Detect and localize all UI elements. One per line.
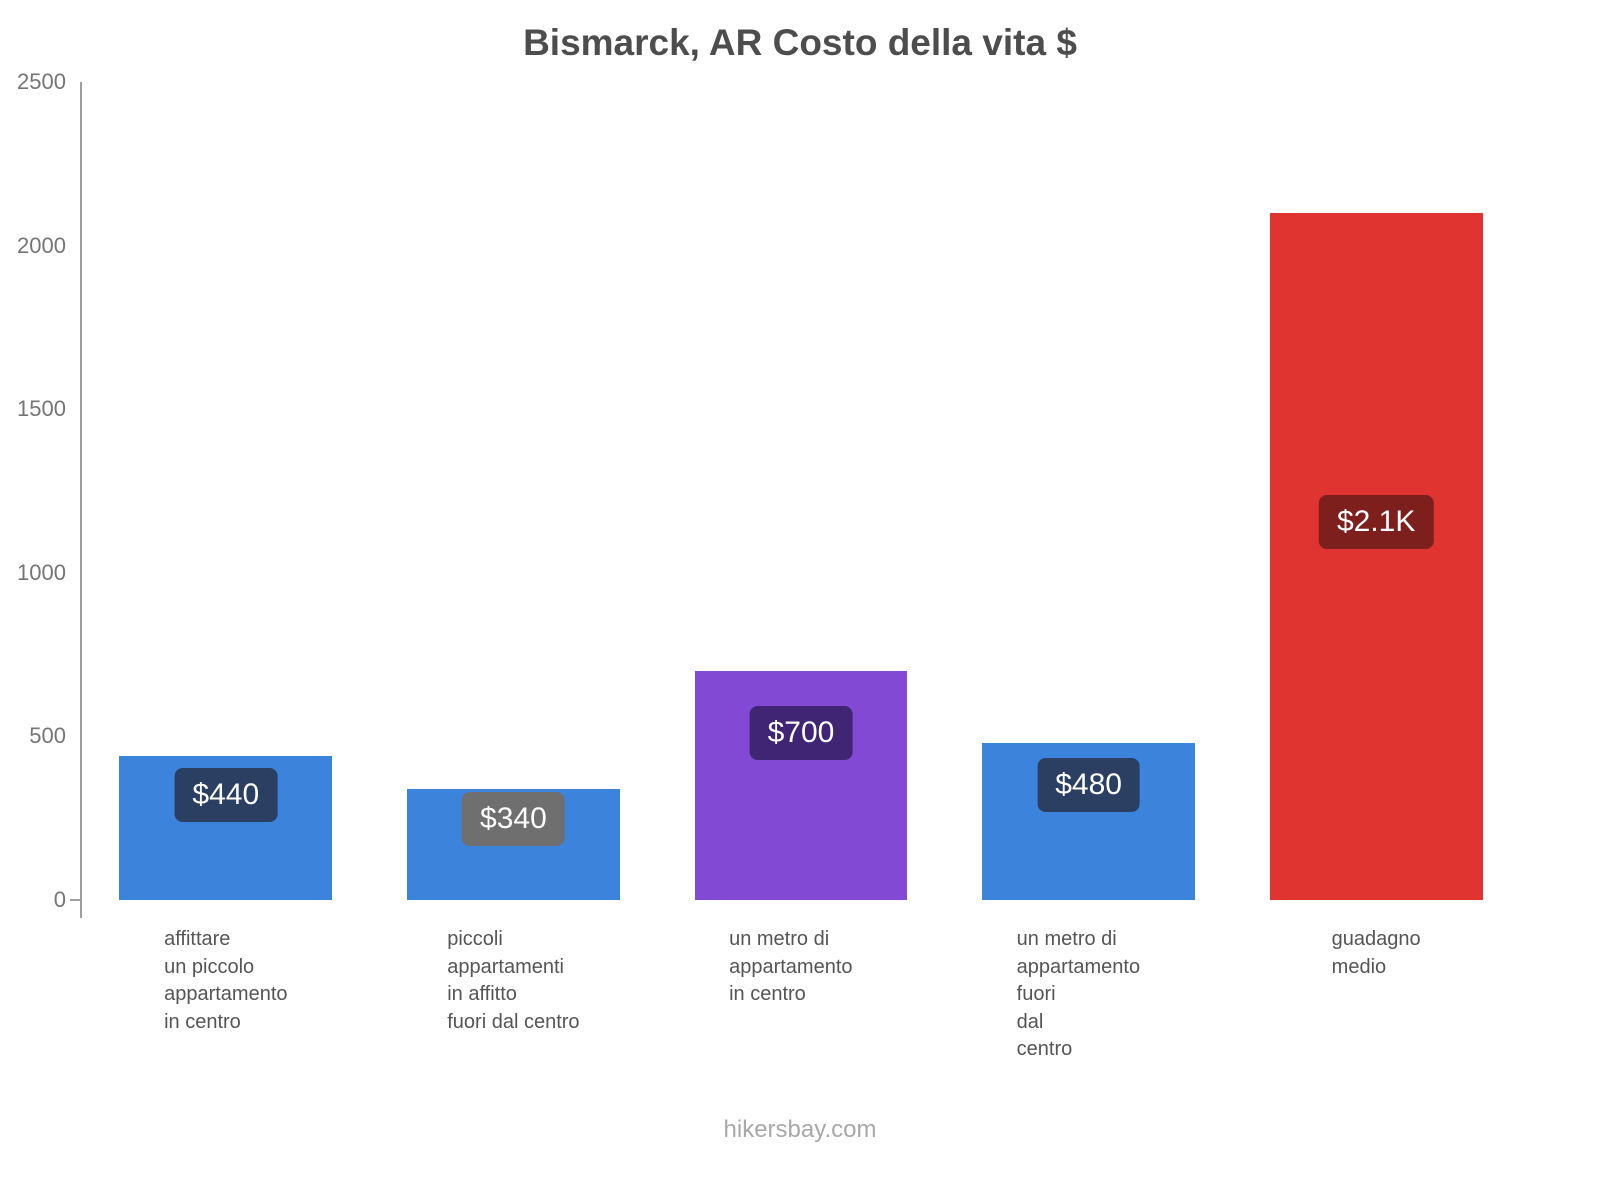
value-badge: $700 (749, 705, 853, 760)
x-axis-label: piccoli appartamenti in affitto fuori da… (447, 928, 580, 1033)
bar: $480 (982, 742, 1195, 900)
y-tick-label: 0 (53, 887, 66, 912)
y-axis-zero-tick (70, 899, 82, 901)
bar-group: $440 affittare un piccolo appartamento in… (82, 82, 370, 1033)
plot-area: $440 affittare un piccolo appartamento in… (82, 82, 1520, 1060)
y-tick-label: 1500 (17, 396, 66, 422)
bar-group: $2.1K guadagno medio (1232, 82, 1520, 978)
x-axis-label: affittare un piccolo appartamento in cen… (164, 928, 288, 1033)
footer-watermark: hikersbay.com (723, 1116, 877, 1143)
value-badge: $480 (1037, 758, 1140, 813)
bar-group: $700 un metro di appartamento in centro (657, 82, 945, 1005)
bar-group: $340 piccoli appartamenti in affitto fuor… (370, 82, 658, 1033)
y-tick-label: 1000 (17, 559, 66, 585)
y-axis: 0 500 1000 1500 2000 2500 (0, 69, 66, 912)
chart-title: Bismarck, AR Costo della vita $ (523, 22, 1077, 63)
bar: $440 (119, 756, 333, 900)
x-axis-label: un metro di appartamento in centro (729, 928, 853, 1006)
bar: $2.1K (1269, 212, 1483, 900)
y-tick-label: 2500 (17, 69, 66, 94)
x-axis-label: guadagno medio (1331, 928, 1421, 978)
value-badge: $440 (174, 767, 278, 822)
bar: $340 (406, 788, 620, 900)
y-tick-label: 500 (29, 723, 66, 749)
value-badge: $2.1K (1318, 495, 1434, 550)
bar-group: $480 un metro di appartamento fuori dal c… (945, 82, 1233, 1060)
x-axis-label: un metro di appartamento fuori dal centr… (1016, 928, 1141, 1061)
value-badge: $340 (462, 791, 565, 846)
y-tick-label: 2000 (17, 232, 66, 258)
y-axis-line (80, 82, 82, 918)
bar: $700 (694, 670, 908, 900)
